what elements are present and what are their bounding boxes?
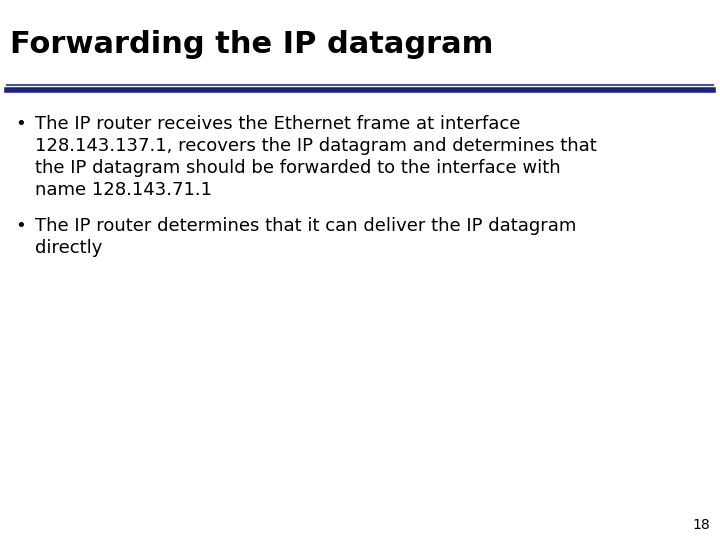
Text: 18: 18	[692, 518, 710, 532]
Text: The IP router receives the Ethernet frame at interface: The IP router receives the Ethernet fram…	[35, 115, 521, 133]
Text: 128.143.137.1, recovers the IP datagram and determines that: 128.143.137.1, recovers the IP datagram …	[35, 137, 597, 155]
Text: Forwarding the IP datagram: Forwarding the IP datagram	[10, 30, 493, 59]
Text: name 128.143.71.1: name 128.143.71.1	[35, 181, 212, 199]
Text: The IP router determines that it can deliver the IP datagram: The IP router determines that it can del…	[35, 217, 577, 235]
Text: the IP datagram should be forwarded to the interface with: the IP datagram should be forwarded to t…	[35, 159, 561, 177]
Text: directly: directly	[35, 239, 102, 257]
Text: •: •	[15, 217, 26, 235]
Text: •: •	[15, 115, 26, 133]
